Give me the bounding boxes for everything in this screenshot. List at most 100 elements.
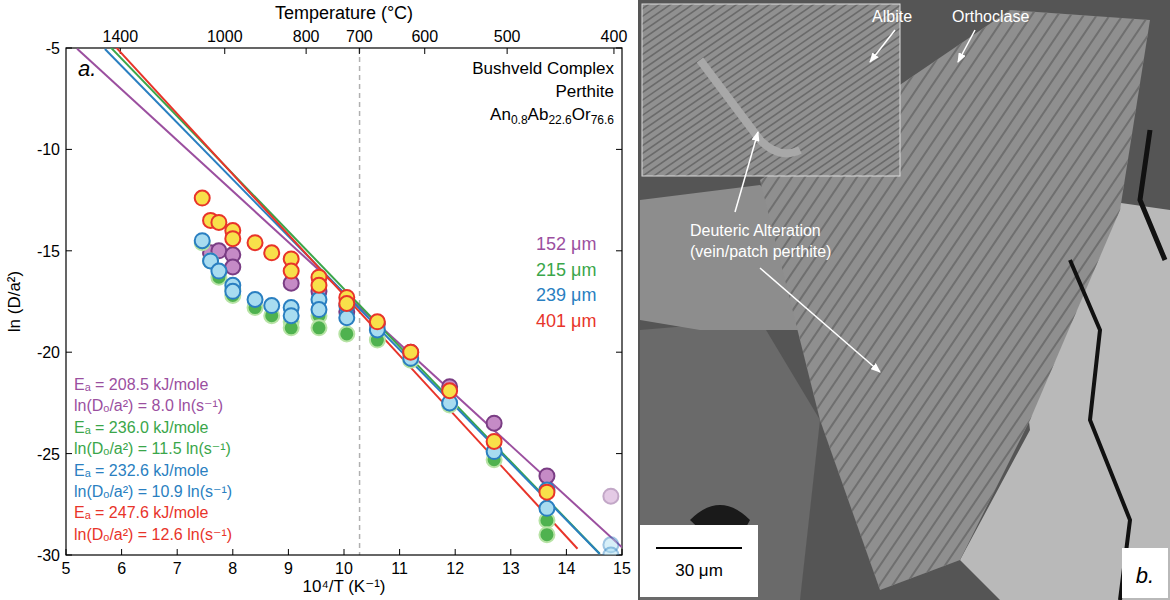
inset-lamella [648,4,900,176]
lamella [1103,0,1170,600]
data-point [284,308,299,323]
data-point [339,326,354,341]
inset-frame [642,4,900,176]
lamella [973,0,1170,600]
lamella [638,0,1003,600]
plot-area [77,48,622,555]
x-tick [566,549,567,555]
panel-letter: a. [78,56,96,81]
data-point [311,278,326,293]
fit-label: Eₐ = 208.5 kJ/mole [74,376,209,393]
y-tick-label: -25 [37,446,60,463]
sem-image [638,0,1170,600]
lamella [1077,0,1170,600]
y-tick-label: -10 [37,141,60,158]
x2-tick-label: 600 [411,28,438,45]
x2-tick [424,48,425,54]
fit-label: Eₐ = 232.6 kJ/mole [74,462,209,479]
data-point [603,548,618,556]
data-point [225,284,240,299]
arrow [958,30,975,62]
y-tick-right [616,149,622,150]
inset-lamella [642,4,721,176]
y-tick [66,555,72,556]
data-point [487,434,502,449]
lamella [1090,0,1170,600]
lamella [856,0,1170,600]
arrow [760,268,880,372]
y-axis-title: ln (D/a²) [5,271,24,332]
annotation: An0.8Ab22.6Or76.6 [490,105,614,127]
arrow [870,30,895,62]
data-point [442,383,457,398]
lamella [638,0,925,600]
lamella [1129,0,1170,600]
y-tick-label: -15 [37,243,60,260]
lamella [999,0,1170,600]
data-point [225,231,240,246]
annotation-part: Or [572,105,591,124]
x2-axis-title: Temperature (°C) [275,3,413,23]
x-tick [121,549,122,555]
inset-lamella [868,4,900,176]
panel-b: AlbiteOrthoclaseDeuteric Alteration(vein… [340,0,1170,600]
inset [642,4,900,176]
x-tick-label: 14 [558,560,576,577]
fit-label: ln(Dₒ/a²) = 12.6 ln(s⁻¹) [74,526,232,543]
data-point [311,320,326,335]
legend-entry: 239 μm [536,285,596,305]
x-tick-label: 7 [173,560,182,577]
lamella [1038,0,1170,600]
inset-patch [700,60,800,153]
alteration-label: (vein/patch perthite) [690,243,831,260]
x-tick [177,549,178,555]
lamella [921,0,1170,600]
x-tick-label: 6 [117,560,126,577]
x2-tick-label: 700 [346,28,373,45]
mineral-label: Orthoclase [952,8,1029,25]
x-tick [232,549,233,555]
data-point [225,260,240,275]
data-point [264,298,279,313]
data-point [264,245,279,260]
reference-line [359,48,361,555]
y-tick-right [616,453,622,454]
data-point [603,489,618,504]
annotation-subscript: 22.6 [548,113,572,127]
lamella [895,0,1170,600]
y-tick-label: -30 [37,547,60,564]
scale-bar-label: 30 μm [675,561,723,580]
scale-bar-box [640,525,758,597]
annotation-part: An [490,105,511,124]
x-tick [66,549,67,555]
inset-lamella [846,4,900,176]
lamella [960,0,1170,600]
data-point [311,302,326,317]
crack [1070,260,1130,600]
data-point [195,233,210,248]
x-tick-label: 5 [62,560,71,577]
y-tick [66,149,72,150]
panel-letter-box [1122,548,1168,598]
lamella [638,0,1016,600]
x-tick [288,549,289,555]
x-tick-label: 15 [613,560,631,577]
inset-lamella [642,4,897,176]
x2-tick [224,48,225,54]
y-tick [66,250,72,251]
panel-letter: b. [1136,563,1154,588]
x2-tick [507,48,508,54]
fit-label: ln(Dₒ/a²) = 8.0 ln(s⁻¹) [74,397,223,414]
inset-lamella [802,4,900,176]
x2-tick-label: 500 [494,28,521,45]
annotation-subscript: 76.6 [591,113,615,127]
lamella [882,0,1170,600]
lamella [1142,0,1170,600]
data-point [539,501,554,516]
y-tick [66,453,72,454]
y-tick-right [616,250,622,251]
lamella [1025,0,1170,600]
lamella [869,0,1170,600]
x2-tick-label: 400 [601,28,628,45]
x-tick-label: 12 [446,560,464,577]
